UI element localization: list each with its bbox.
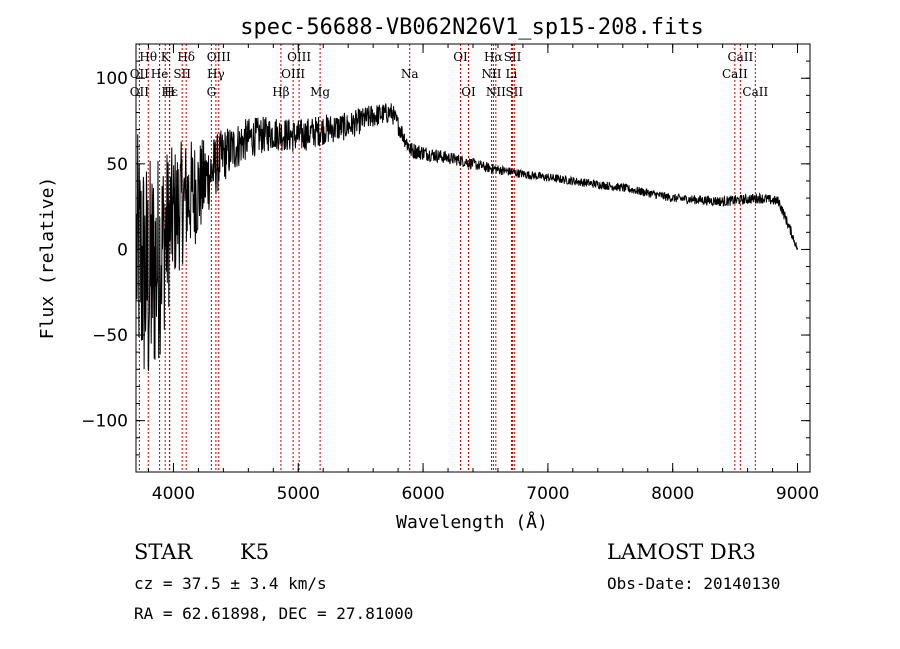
y-axis-label: Flux (relative) bbox=[37, 177, 58, 340]
y-tick-label: −100 bbox=[81, 412, 128, 432]
spectral-line-label: Hγ bbox=[207, 67, 225, 81]
spectral-line-label: Hε bbox=[161, 85, 178, 99]
y-tick-label: 0 bbox=[117, 240, 128, 260]
spectral-line-label: He bbox=[151, 67, 169, 81]
spectral-line-label: OII bbox=[130, 67, 150, 81]
survey-name: LAMOST DR3 bbox=[607, 540, 756, 564]
spectral-line-label: OIII bbox=[207, 50, 231, 64]
spectral-line-label: Na bbox=[401, 67, 419, 81]
spectral-line-label: OI bbox=[461, 85, 476, 99]
spectral-line-label: Li bbox=[506, 67, 518, 81]
spectrum-line bbox=[136, 103, 798, 371]
x-tick-label: 6000 bbox=[401, 484, 444, 504]
chart-title: spec-56688-VB062N26V1_sp15-208.fits bbox=[240, 15, 704, 40]
redshift-cz: cz = 37.5 ± 3.4 km/s bbox=[134, 574, 327, 593]
x-tick-label: 7000 bbox=[526, 484, 569, 504]
plot-frame bbox=[135, 43, 811, 473]
x-tick-label: 8000 bbox=[651, 484, 694, 504]
line-markers bbox=[138, 44, 756, 472]
spectral-line-label: Hα bbox=[484, 50, 503, 64]
spectral-line-label: CaII bbox=[722, 67, 748, 81]
x-tick-label: 9000 bbox=[776, 484, 819, 504]
y-tick-label: 100 bbox=[96, 69, 128, 89]
x-tick-label: 4000 bbox=[152, 484, 195, 504]
y-tick-label: −50 bbox=[92, 326, 128, 346]
object-subclass: K5 bbox=[240, 540, 270, 564]
y-tick-label: 50 bbox=[106, 155, 128, 175]
x-tick-label: 5000 bbox=[277, 484, 320, 504]
spectral-line-label: H bbox=[164, 85, 174, 99]
spectrum-chart: spec-56688-VB062N26V1_sp15-208.fits Hθ K H… bbox=[37, 15, 819, 533]
spectral-line-label: NII bbox=[481, 67, 501, 81]
spectral-line-label: CaII bbox=[727, 50, 753, 64]
spectral-line-label: OII bbox=[130, 85, 150, 99]
spectral-line-label: OIII bbox=[281, 67, 305, 81]
spectral-line-label: CaII bbox=[742, 85, 768, 99]
spectral-line-label: SII bbox=[173, 67, 191, 81]
ra-dec-coordinates: RA = 62.61898, DEC = 27.81000 bbox=[134, 604, 414, 623]
spectral-line-label: SII bbox=[505, 85, 523, 99]
spectral-line-label: SII bbox=[504, 50, 522, 64]
spectral-line-label: OIII bbox=[287, 50, 311, 64]
object-class: STAR bbox=[134, 540, 193, 564]
spectral-line-label: Hθ bbox=[139, 50, 157, 64]
x-axis-label: Wavelength (Å) bbox=[396, 511, 548, 533]
spectral-line-label: OI bbox=[453, 50, 468, 64]
y-axis: −100 −50 0 50 100 bbox=[81, 60, 810, 456]
x-axis: 4000 5000 6000 7000 8000 9000 bbox=[147, 44, 819, 504]
observation-date: Obs-Date: 20140130 bbox=[607, 574, 781, 593]
spectral-line-label: G bbox=[207, 85, 217, 99]
spectral-line-label: NII bbox=[486, 85, 506, 99]
spectral-line-label: Mg bbox=[310, 85, 330, 99]
spectral-line-label: Hδ bbox=[177, 50, 195, 64]
spectral-line-label: Hβ bbox=[272, 85, 289, 99]
spectral-line-label: K bbox=[161, 50, 171, 64]
